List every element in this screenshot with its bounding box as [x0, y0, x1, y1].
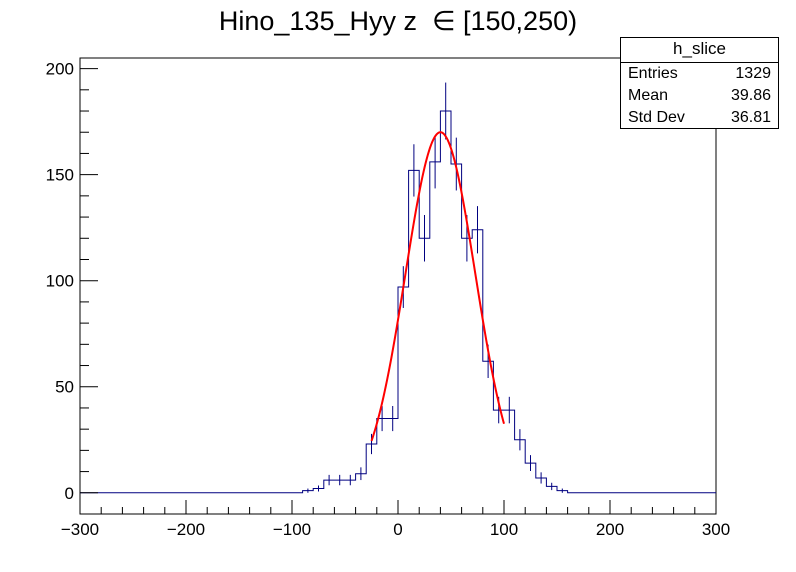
chart-title: Hino_135_Hyy z ∈ [150,250) — [218, 6, 578, 36]
x-tick-label: 0 — [393, 520, 402, 539]
y-tick-label: 0 — [65, 484, 74, 503]
y-tick-label: 150 — [46, 166, 74, 185]
stats-row-std-dev: Std Dev 36.81 — [621, 107, 778, 129]
x-tick-label: 200 — [596, 520, 624, 539]
x-tick-label: −100 — [273, 520, 311, 539]
stats-key: Mean — [628, 87, 669, 104]
stats-value: 1329 — [735, 65, 771, 82]
y-tick-label: 200 — [46, 60, 74, 79]
y-tick-label: 50 — [55, 378, 74, 397]
stats-row-mean: Mean 39.86 — [621, 85, 778, 107]
stats-key: Entries — [628, 65, 678, 82]
x-tick-label: −300 — [61, 520, 99, 539]
histogram-outline — [80, 110, 716, 494]
y-tick-label: 100 — [46, 272, 74, 291]
stats-key: Std Dev — [628, 109, 685, 126]
x-tick-label: 100 — [490, 520, 518, 539]
stats-box-name: h_slice — [621, 38, 778, 63]
x-tick-label: −200 — [167, 520, 205, 539]
stats-value: 39.86 — [730, 87, 771, 104]
stats-value: 36.81 — [730, 109, 771, 126]
x-tick-label: 300 — [702, 520, 730, 539]
stats-row-entries: Entries 1329 — [621, 63, 778, 85]
stats-box: h_slice Entries 1329 Mean 39.86 Std Dev … — [620, 37, 779, 129]
fit-curve — [370, 131, 505, 442]
